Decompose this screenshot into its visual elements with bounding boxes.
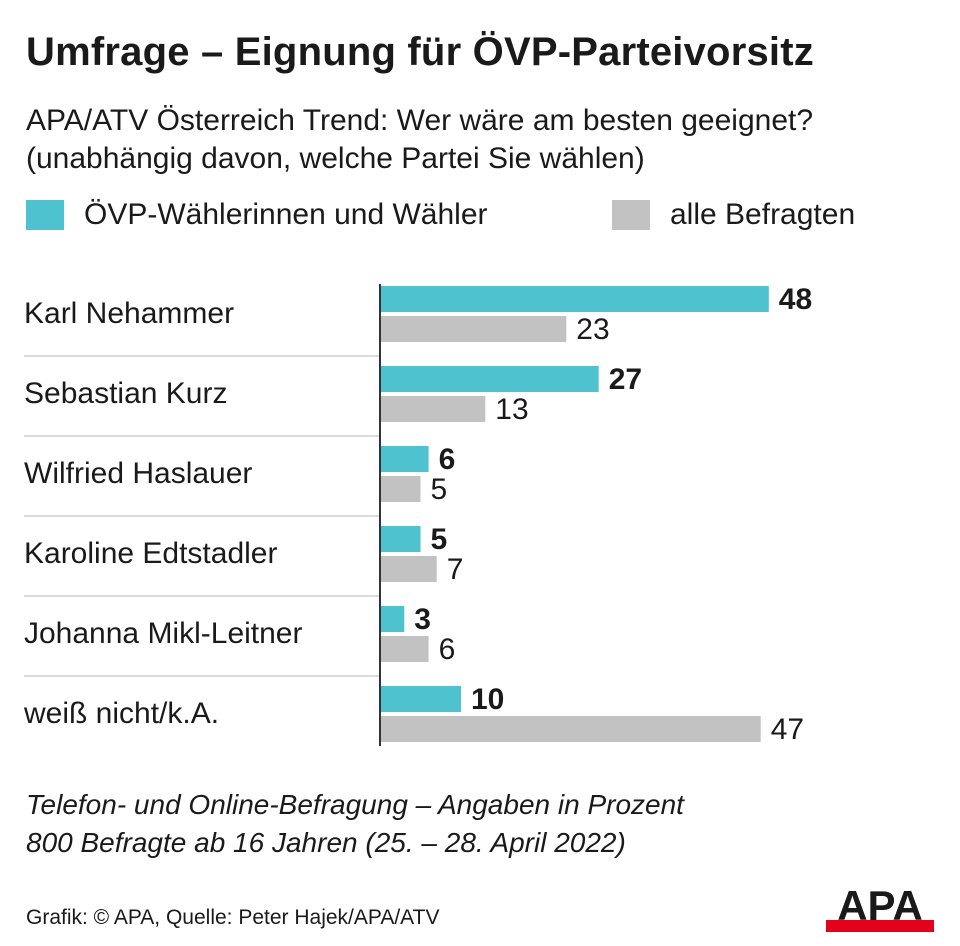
chart-title: Umfrage – Eignung für ÖVP-Parteivorsitz	[26, 30, 814, 74]
category-label: weiß nicht/k.A.	[23, 697, 219, 730]
data-label: 10	[471, 683, 504, 716]
category-label: Johanna Mikl-Leitner	[24, 617, 302, 650]
subtitle-line-1: APA/ATV Österreich Trend: Wer wäre am be…	[26, 104, 814, 137]
legend-swatch-all-respondents	[612, 200, 650, 230]
data-label: 6	[439, 633, 456, 666]
data-label: 6	[439, 443, 456, 476]
data-label: 5	[431, 523, 448, 556]
bar	[380, 606, 405, 632]
apa-logo: APA	[826, 884, 934, 932]
data-label: 13	[495, 393, 528, 426]
chart-subtitle: APA/ATV Österreich Trend: Wer wäre am be…	[26, 102, 813, 178]
legend-label-oevp-voters: ÖVP-Wählerinnen und Wähler	[84, 198, 488, 231]
footnote-line-2: 800 Befragte ab 16 Jahren (25. – 28. Apr…	[26, 827, 626, 858]
bar	[380, 636, 429, 662]
legend-item-oevp-voters: ÖVP-Wählerinnen und Wähler	[26, 198, 488, 232]
bar	[380, 686, 461, 712]
category-label: Karoline Edtstadler	[24, 537, 277, 570]
data-label: 23	[576, 313, 609, 346]
category-label: Sebastian Kurz	[24, 377, 227, 410]
bar	[380, 396, 486, 422]
bar	[380, 366, 599, 392]
bar	[380, 716, 761, 742]
legend-swatch-oevp-voters	[26, 200, 64, 230]
chart-legend: ÖVP-Wählerinnen und Wähler alle Befragte…	[26, 198, 946, 238]
bar	[380, 316, 567, 342]
bar	[380, 556, 437, 582]
bar-chart: Karl Nehammer 48 23 Sebastian Kurz 27 13 Wilfr…	[23, 283, 812, 746]
bar	[380, 446, 429, 472]
subtitle-line-2: (unabhängig davon, welche Partei Sie wäh…	[26, 142, 645, 175]
category-label: Wilfried Haslauer	[24, 457, 252, 490]
data-label: 27	[609, 363, 642, 396]
data-label: 47	[771, 713, 804, 746]
apa-logo-bar	[826, 920, 934, 932]
bar	[380, 526, 421, 552]
category-label: Karl Nehammer	[24, 297, 234, 330]
apa-logo-text: APA	[837, 884, 923, 929]
bar	[380, 476, 421, 502]
bar	[380, 286, 769, 312]
footnote-line-1: Telefon- und Online-Befragung – Angaben …	[26, 789, 684, 820]
footnote: Telefon- und Online-Befragung – Angaben …	[26, 786, 684, 862]
legend-item-all-respondents: alle Befragten	[612, 198, 855, 232]
source-credit: Grafik: © APA, Quelle: Peter Hajek/APA/A…	[26, 906, 440, 929]
data-label: 7	[447, 553, 464, 586]
legend-label-all-respondents: alle Befragten	[670, 198, 856, 231]
data-label: 48	[779, 283, 812, 316]
data-label: 5	[431, 473, 448, 506]
data-label: 3	[414, 603, 431, 636]
